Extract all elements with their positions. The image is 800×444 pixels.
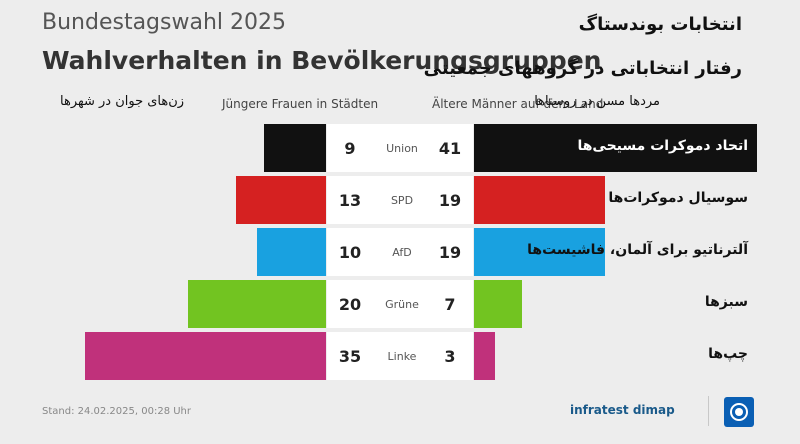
party-label-linke: Linke [373, 332, 431, 380]
party-label-grne: Grüne [373, 280, 431, 328]
value-left-union: 9 [327, 124, 373, 172]
party-label-spd: SPD [373, 176, 431, 224]
persian-label-spd: سوسیال دموکرات‌ها [608, 190, 748, 206]
value-right-afd: 19 [427, 228, 473, 276]
logo-divider [708, 396, 709, 426]
bar-right-afd [474, 228, 606, 276]
left-header-de: Jüngere Frauen in Städten [222, 97, 379, 111]
bar-left-grne [188, 280, 326, 328]
bar-left-linke [84, 332, 326, 380]
value-right-linke: 3 [427, 332, 473, 380]
value-right-grne: 7 [427, 280, 473, 328]
bar-right-spd [474, 176, 606, 224]
bar-right-grne [474, 280, 523, 328]
party-label-afd: AfD [373, 228, 431, 276]
persian-label-afd: آلترناتیو برای آلمان، فاشیست‌ها [527, 242, 748, 258]
tagesschau-logo-icon [724, 397, 754, 427]
brand-logo-text: infratest dimap [570, 403, 675, 417]
value-left-spd: 13 [327, 176, 373, 224]
value-left-afd: 10 [327, 228, 373, 276]
value-left-grne: 20 [327, 280, 373, 328]
value-right-spd: 19 [427, 176, 473, 224]
bar-right-union [474, 124, 757, 172]
persian-label-linke: چپ‌ها [708, 346, 748, 362]
right-header-de: Ältere Männer auf dem Land [432, 97, 604, 111]
bar-right-linke [474, 332, 495, 380]
value-left-linke: 35 [327, 332, 373, 380]
right-header-fa: مردها مسن در روستاها [534, 94, 660, 109]
supertitle-de: Bundestagswahl 2025 [42, 10, 286, 35]
left-header-fa: زن‌های جوان در شهرها [60, 94, 185, 109]
bar-left-afd [257, 228, 326, 276]
bar-left-spd [236, 176, 326, 224]
party-label-union: Union [373, 124, 431, 172]
chart-title-fa: رفتار انتخاباتی در گروههای جمعیتی [423, 58, 742, 79]
value-right-union: 41 [427, 124, 473, 172]
supertitle-fa: انتخابات بوندستاگ [578, 14, 742, 35]
bar-left-union [263, 124, 326, 172]
persian-label-union: اتحاد دموکرات مسیحی‌ها [577, 138, 748, 154]
timestamp: Stand: 24.02.2025, 00:28 Uhr [42, 406, 192, 417]
persian-label-grne: سبزها [704, 294, 748, 310]
chart-title-de: Wahlverhalten in Bevölkerungsgruppen [42, 46, 602, 75]
